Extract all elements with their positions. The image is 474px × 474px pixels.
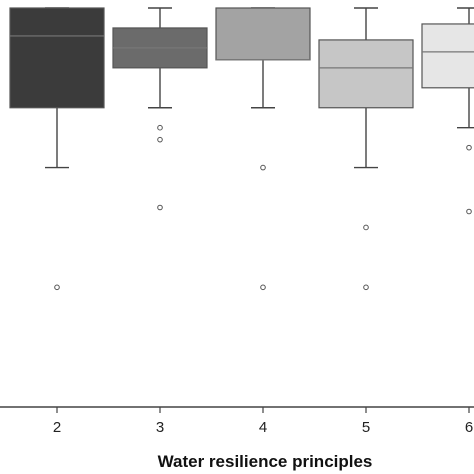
x-tick-label-4: 4 — [259, 419, 267, 436]
x-tick-label-2: 2 — [53, 419, 61, 436]
outlier-3-2 — [157, 204, 163, 211]
x-tick-label-6: 6 — [465, 419, 473, 436]
box-group-6 — [421, 7, 474, 215]
box-group-4 — [215, 7, 311, 291]
x-axis-ticks: 2 3 4 5 6 — [53, 407, 473, 436]
x-tick-label-5: 5 — [362, 419, 370, 436]
box-6 — [421, 23, 474, 89]
box-group-5 — [318, 7, 414, 291]
outlier-3-0 — [157, 124, 163, 131]
outlier-4-1 — [260, 284, 266, 291]
outlier-6-1 — [466, 208, 472, 215]
outlier-5-1 — [363, 284, 369, 291]
outlier-6-0 — [466, 144, 472, 151]
box-4 — [215, 7, 311, 61]
plot-area — [9, 7, 474, 291]
box-group-2 — [9, 7, 105, 291]
x-tick-label-3: 3 — [156, 419, 164, 436]
outlier-5-0 — [363, 224, 369, 231]
outlier-4-0 — [260, 164, 266, 171]
box-5 — [318, 39, 414, 109]
x-axis-title: Water resilience principles — [158, 452, 373, 471]
outlier-2-0 — [54, 284, 60, 291]
outlier-3-1 — [157, 136, 163, 143]
box-group-3 — [112, 7, 208, 211]
box-2 — [9, 7, 105, 109]
